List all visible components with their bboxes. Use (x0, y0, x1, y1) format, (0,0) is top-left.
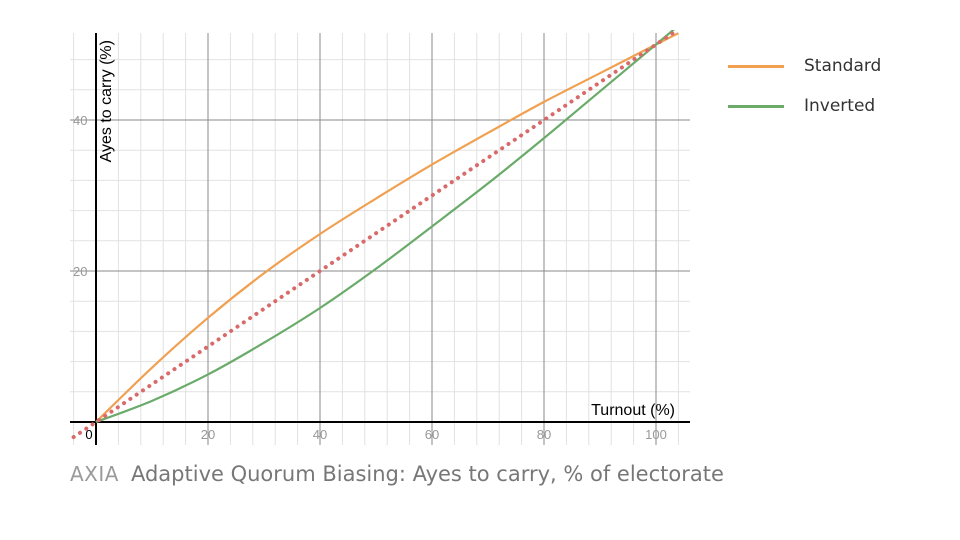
y-axis-label: Ayes to carry (%) (98, 40, 115, 162)
x-tick-label: 80 (537, 427, 551, 442)
series-layer (71, 30, 681, 440)
caption-text: Adaptive Quorum Biasing: Ayes to carry, … (130, 462, 724, 486)
legend-label-inverted: Inverted (804, 96, 876, 116)
minor-gridlines (70, 33, 690, 445)
axes (70, 33, 690, 445)
x-tick-label: 60 (425, 427, 439, 442)
x-tick-label: 20 (201, 427, 215, 442)
legend-swatch-inverted (728, 104, 784, 108)
caption: AXIA Adaptive Quorum Biasing: Ayes to ca… (70, 462, 724, 486)
legend-item-standard: Standard (728, 54, 881, 78)
series-line-inverted (95, 30, 675, 424)
caption-brand: AXIA (70, 462, 119, 486)
x-tick-label: 40 (313, 427, 327, 442)
legend-label-standard: Standard (804, 56, 882, 76)
legend: Standard Inverted (728, 54, 881, 134)
y-tick-label: 20 (73, 264, 87, 279)
legend-item-inverted: Inverted (728, 94, 881, 118)
series-line-reference (71, 30, 681, 440)
x-tick-label: 100 (645, 427, 667, 442)
tick-labels: 0 20 40 60 80 100 20 40 (73, 113, 667, 442)
major-gridlines (70, 33, 690, 445)
x-tick-label: 0 (85, 427, 92, 442)
series-line-standard (95, 32, 679, 423)
y-tick-label: 40 (73, 113, 87, 128)
legend-swatch-standard (728, 64, 784, 68)
x-axis-label: Turnout (%) (591, 402, 675, 419)
